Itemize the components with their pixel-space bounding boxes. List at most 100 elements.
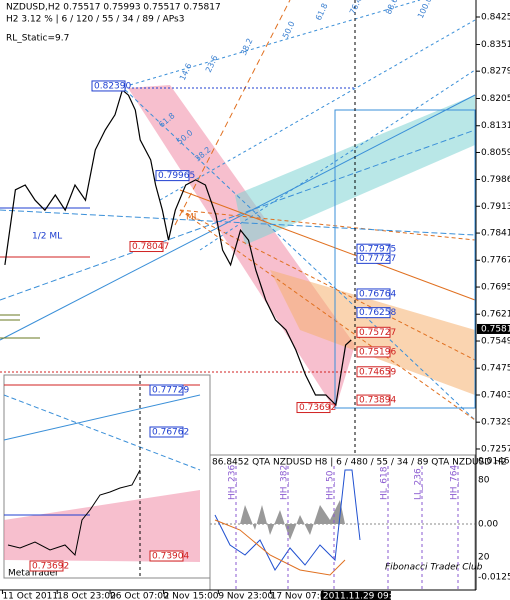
indicator-scale-label: 80 (478, 476, 490, 486)
inset-level-box (149, 550, 184, 562)
fib-line (129, 0, 421, 86)
inset-level-label: 0.77729 (152, 386, 189, 396)
median-line (179, 189, 476, 301)
histogram (240, 500, 345, 540)
y-tick-label: 0.77676 (481, 256, 510, 266)
indicator-scale-label: -0.01256 (478, 573, 510, 583)
fan-line (179, 209, 476, 241)
current-price-label: 0.75817 (481, 324, 510, 334)
level-label: 0.77975 (359, 245, 396, 255)
level-box (356, 252, 391, 264)
pink-band (128, 85, 355, 410)
inset-price (7, 469, 141, 557)
level-label: 0.73692 (299, 403, 336, 413)
level-box (155, 170, 190, 182)
level-box (296, 402, 331, 414)
channel-line (0, 209, 476, 236)
marker-label: LL_236 (414, 468, 424, 500)
marker-label: HH_764 (450, 465, 460, 500)
inset-band (4, 490, 200, 562)
level-label: 0.77727 (359, 254, 396, 264)
fan-line (179, 209, 476, 421)
level-label: 0.74659 (359, 367, 396, 377)
level-box (91, 80, 126, 92)
level-box (356, 394, 391, 406)
y-tick-label: 0.74031 (481, 391, 510, 401)
level-box (356, 307, 391, 319)
y-tick-label: 0.73296 (481, 418, 510, 428)
inset-line (3, 394, 201, 441)
y-tick-label: 0.78411 (481, 229, 510, 239)
x-tick-label: 18 Oct 23:00 (57, 592, 116, 600)
inset-level-box (29, 560, 64, 572)
inset-level-label: 0.73904 (152, 552, 189, 562)
header-line: H2 3.12 % | 6 / 120 / 55 / 34 / 89 / APs… (6, 15, 184, 25)
level-box (356, 288, 391, 300)
annotation: ML (186, 213, 199, 223)
y-tick-label: 0.76216 (481, 310, 510, 320)
level-label: 0.76764 (359, 289, 396, 299)
x-tick-label: 2011.11.29 09:31 (323, 592, 403, 600)
inset-level-label: 0.76762 (152, 428, 189, 438)
y-tick-label: 0.82051 (481, 94, 510, 104)
level-label: 0.78047 (132, 242, 169, 252)
marker-label: HH_236 (228, 465, 238, 500)
y-tick-label: 0.84255 (481, 13, 510, 23)
y-tick-label: 0.80591 (481, 148, 510, 158)
level-label: 0.76258 (359, 308, 396, 318)
oscillator (214, 469, 361, 571)
channel-line (0, 94, 476, 341)
inset-brand: MetaTrader (8, 569, 59, 579)
level-label: 0.75196 (359, 347, 396, 357)
marker-label: HH_50 (326, 470, 336, 500)
level-box (356, 346, 391, 358)
level-box (129, 241, 164, 253)
inset-level-box (149, 426, 184, 438)
y-tick-label: 0.74756 (481, 364, 510, 374)
range-box (334, 109, 476, 409)
y-tick-label: 0.83511 (481, 40, 510, 50)
level-box (356, 366, 391, 378)
level-box (356, 326, 391, 338)
indicator-header: 86.8452 QTA NZDUSD H8 | 6 / 480 / 55 / 3… (212, 458, 507, 468)
x-tick-label: 11 Oct 2011 (2, 592, 58, 600)
current-price-box (477, 323, 510, 334)
x-tick-label: 26 Oct 07:00 (110, 592, 169, 600)
level-label: 0.79965 (158, 171, 195, 181)
marker-label: HL_618 (380, 466, 390, 500)
channel-line (0, 129, 476, 301)
level-label: 0.75727 (359, 328, 396, 338)
inset-window: MetaTrader 0.77729 0.76762 0.73904 0.73692 (3, 374, 211, 579)
inset-level-label: 0.73692 (32, 562, 69, 572)
annotation: 1/2 ML (32, 232, 62, 242)
fan-line (179, 209, 476, 361)
y-tick-label: 0.79136 (481, 202, 510, 212)
level-label: 0.73894 (359, 396, 396, 406)
indicator-scale-label: 0.00 (478, 520, 498, 530)
indicator-credit: Fibonacci Trader Club (385, 563, 483, 573)
indicator-scale-label: 20 (478, 553, 490, 563)
header-line: RL_Static=9.7 (6, 34, 69, 44)
x-tick-label: 17 Nov 07:00 (271, 592, 332, 600)
inset-line (3, 394, 201, 471)
price-line (4, 88, 352, 407)
fib-line (199, 69, 476, 251)
marker-label: HH_382 (280, 465, 290, 500)
y-tick-label: 0.79861 (481, 175, 510, 185)
channel-line (119, 84, 476, 421)
level-label: 0.82390 (94, 81, 131, 91)
fan-line (174, 0, 291, 226)
indicator-window: 86.8452 QTA NZDUSD H8 | 6 / 480 / 55 / 3… (209, 454, 507, 591)
cursor-time-box (320, 591, 391, 600)
inset-level-box (149, 384, 184, 396)
fib-line (159, 19, 476, 201)
x-tick-label: 2 Nov 15:00 (164, 592, 219, 600)
header-line: NZDUSD,H2 0.75517 0.75993 0.75517 0.7581… (6, 3, 221, 13)
y-tick-label: 0.75491 (481, 337, 510, 347)
y-tick-label: 0.81314 (481, 121, 510, 131)
